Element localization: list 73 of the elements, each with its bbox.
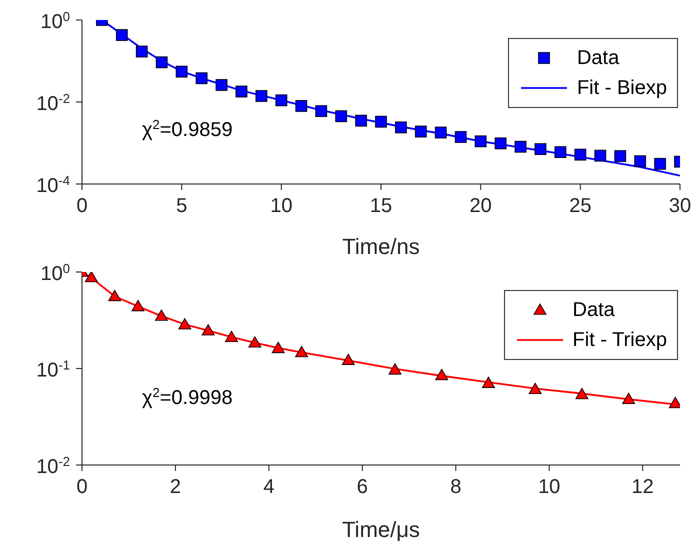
legend-label: Fit - Biexp — [576, 76, 667, 100]
x-tick-label: 0 — [76, 476, 88, 498]
x-axis-title: Time/μs — [342, 517, 420, 542]
point — [108, 290, 122, 302]
point — [494, 137, 506, 150]
point — [295, 100, 308, 112]
point — [132, 300, 145, 312]
point — [534, 143, 546, 155]
point — [216, 79, 228, 91]
point — [225, 330, 238, 342]
x-tick-label: 4 — [263, 476, 274, 498]
point — [342, 354, 355, 365]
x-tick-label: 6 — [356, 476, 368, 498]
point — [434, 126, 447, 138]
x-tick-label: 25 — [569, 195, 592, 217]
y-tick-label: 10$^{0}$ — [40, 260, 70, 285]
point — [295, 346, 308, 358]
point — [454, 131, 467, 143]
point — [594, 150, 606, 162]
point — [248, 336, 262, 348]
point — [156, 56, 168, 68]
point — [435, 368, 448, 380]
point — [256, 90, 268, 102]
y-tick-label: 10$^{-4}$ — [36, 172, 70, 197]
point — [574, 148, 586, 161]
x-tick-label: 12 — [632, 476, 654, 498]
point — [395, 122, 407, 134]
annotation: χ$^{2}$=0.9998 — [142, 384, 232, 410]
point — [116, 29, 128, 41]
point — [614, 150, 626, 162]
point — [474, 135, 487, 148]
y-tick-label: 10$^{0}$ — [40, 8, 70, 33]
point — [236, 86, 248, 98]
x-tick-label: 20 — [470, 195, 492, 217]
legend-label: Data — [572, 298, 615, 322]
y-tick-label: 10$^{-1}$ — [36, 357, 70, 382]
point — [136, 46, 148, 58]
y-tick-label: 10$^{-2}$ — [36, 454, 70, 478]
x-tick-label: 0 — [76, 195, 88, 217]
point — [575, 388, 588, 400]
point — [514, 140, 526, 153]
point — [272, 342, 285, 354]
point — [482, 376, 495, 388]
point — [335, 110, 348, 122]
point — [554, 146, 566, 158]
point — [634, 155, 646, 168]
point — [202, 324, 215, 336]
point — [275, 94, 288, 106]
point — [388, 363, 402, 375]
x-tick-label: 15 — [370, 195, 392, 217]
point — [84, 272, 98, 282]
point — [196, 72, 208, 84]
point — [355, 114, 367, 127]
x-tick-label: 8 — [450, 476, 462, 498]
x-tick-label: 2 — [170, 476, 181, 498]
point — [375, 116, 387, 128]
point — [176, 66, 188, 78]
legend-label: Fit - Triexp — [572, 328, 667, 352]
point — [528, 382, 542, 394]
x-axis-title: Time/ns — [342, 234, 420, 259]
point — [154, 310, 168, 321]
annotation: χ$^{2}$=0.9859 — [142, 116, 232, 142]
point — [414, 126, 427, 138]
x-tick-label: 5 — [176, 195, 188, 217]
point — [315, 105, 328, 117]
point — [622, 392, 636, 404]
point — [654, 158, 666, 170]
x-tick-label: 30 — [668, 195, 692, 217]
x-tick-label: 10 — [538, 476, 560, 498]
y-tick-label: 10$^{-2}$ — [36, 90, 70, 115]
legend-label: Data — [576, 46, 620, 70]
x-tick-label: 10 — [270, 195, 292, 217]
point — [178, 318, 192, 330]
